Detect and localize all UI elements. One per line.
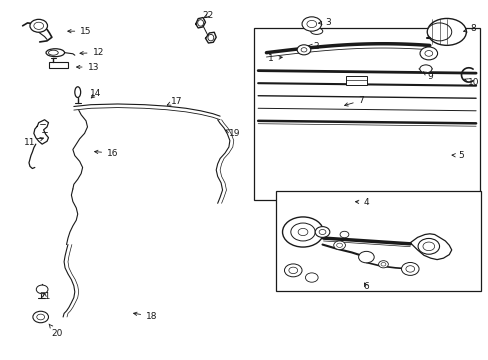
Ellipse shape xyxy=(310,28,322,35)
Circle shape xyxy=(34,22,43,30)
Circle shape xyxy=(378,261,387,268)
Circle shape xyxy=(305,273,318,282)
Text: 16: 16 xyxy=(94,149,119,158)
Circle shape xyxy=(284,264,302,277)
Text: 15: 15 xyxy=(68,27,92,36)
Bar xyxy=(254,28,479,200)
Ellipse shape xyxy=(75,87,81,98)
Circle shape xyxy=(417,238,439,254)
Text: 10: 10 xyxy=(464,78,478,87)
Text: 13: 13 xyxy=(77,63,99,72)
Ellipse shape xyxy=(46,49,64,57)
Ellipse shape xyxy=(427,23,451,41)
Bar xyxy=(345,76,366,85)
Text: 8: 8 xyxy=(463,24,476,33)
Ellipse shape xyxy=(48,50,58,55)
Text: 22: 22 xyxy=(202,10,213,19)
Text: 18: 18 xyxy=(133,312,157,321)
Ellipse shape xyxy=(207,35,213,41)
Text: 21: 21 xyxy=(39,292,50,301)
Circle shape xyxy=(339,231,348,238)
Circle shape xyxy=(301,48,306,52)
Text: 14: 14 xyxy=(90,89,101,98)
Circle shape xyxy=(298,228,307,235)
Circle shape xyxy=(336,243,342,247)
Bar xyxy=(276,191,480,291)
Circle shape xyxy=(290,223,315,241)
Circle shape xyxy=(315,226,329,237)
Circle shape xyxy=(288,267,297,274)
Circle shape xyxy=(380,262,385,266)
Circle shape xyxy=(306,21,316,28)
Circle shape xyxy=(401,262,418,275)
Ellipse shape xyxy=(419,65,431,73)
Circle shape xyxy=(30,19,47,32)
Text: 12: 12 xyxy=(80,48,103,57)
Text: 17: 17 xyxy=(167,96,182,105)
Text: 3: 3 xyxy=(318,18,330,27)
Text: 19: 19 xyxy=(225,129,240,138)
Text: 6: 6 xyxy=(363,282,368,291)
Bar xyxy=(49,62,68,68)
Circle shape xyxy=(36,285,48,294)
Circle shape xyxy=(422,242,434,251)
Circle shape xyxy=(282,217,323,247)
Text: 2: 2 xyxy=(307,42,319,51)
Text: 20: 20 xyxy=(49,324,62,338)
Circle shape xyxy=(358,251,373,263)
Circle shape xyxy=(419,47,437,60)
Circle shape xyxy=(319,229,325,234)
Text: 5: 5 xyxy=(451,151,464,160)
Ellipse shape xyxy=(197,20,203,26)
Circle shape xyxy=(297,45,310,55)
Text: 11: 11 xyxy=(24,138,43,147)
Text: 1: 1 xyxy=(268,54,282,63)
Circle shape xyxy=(333,241,345,249)
Circle shape xyxy=(302,17,321,31)
Circle shape xyxy=(37,314,44,320)
Circle shape xyxy=(424,50,432,56)
Ellipse shape xyxy=(427,18,466,45)
Text: 4: 4 xyxy=(355,198,368,207)
Text: 7: 7 xyxy=(344,96,364,106)
Circle shape xyxy=(33,311,48,323)
Circle shape xyxy=(405,266,414,272)
Text: 9: 9 xyxy=(423,72,432,81)
